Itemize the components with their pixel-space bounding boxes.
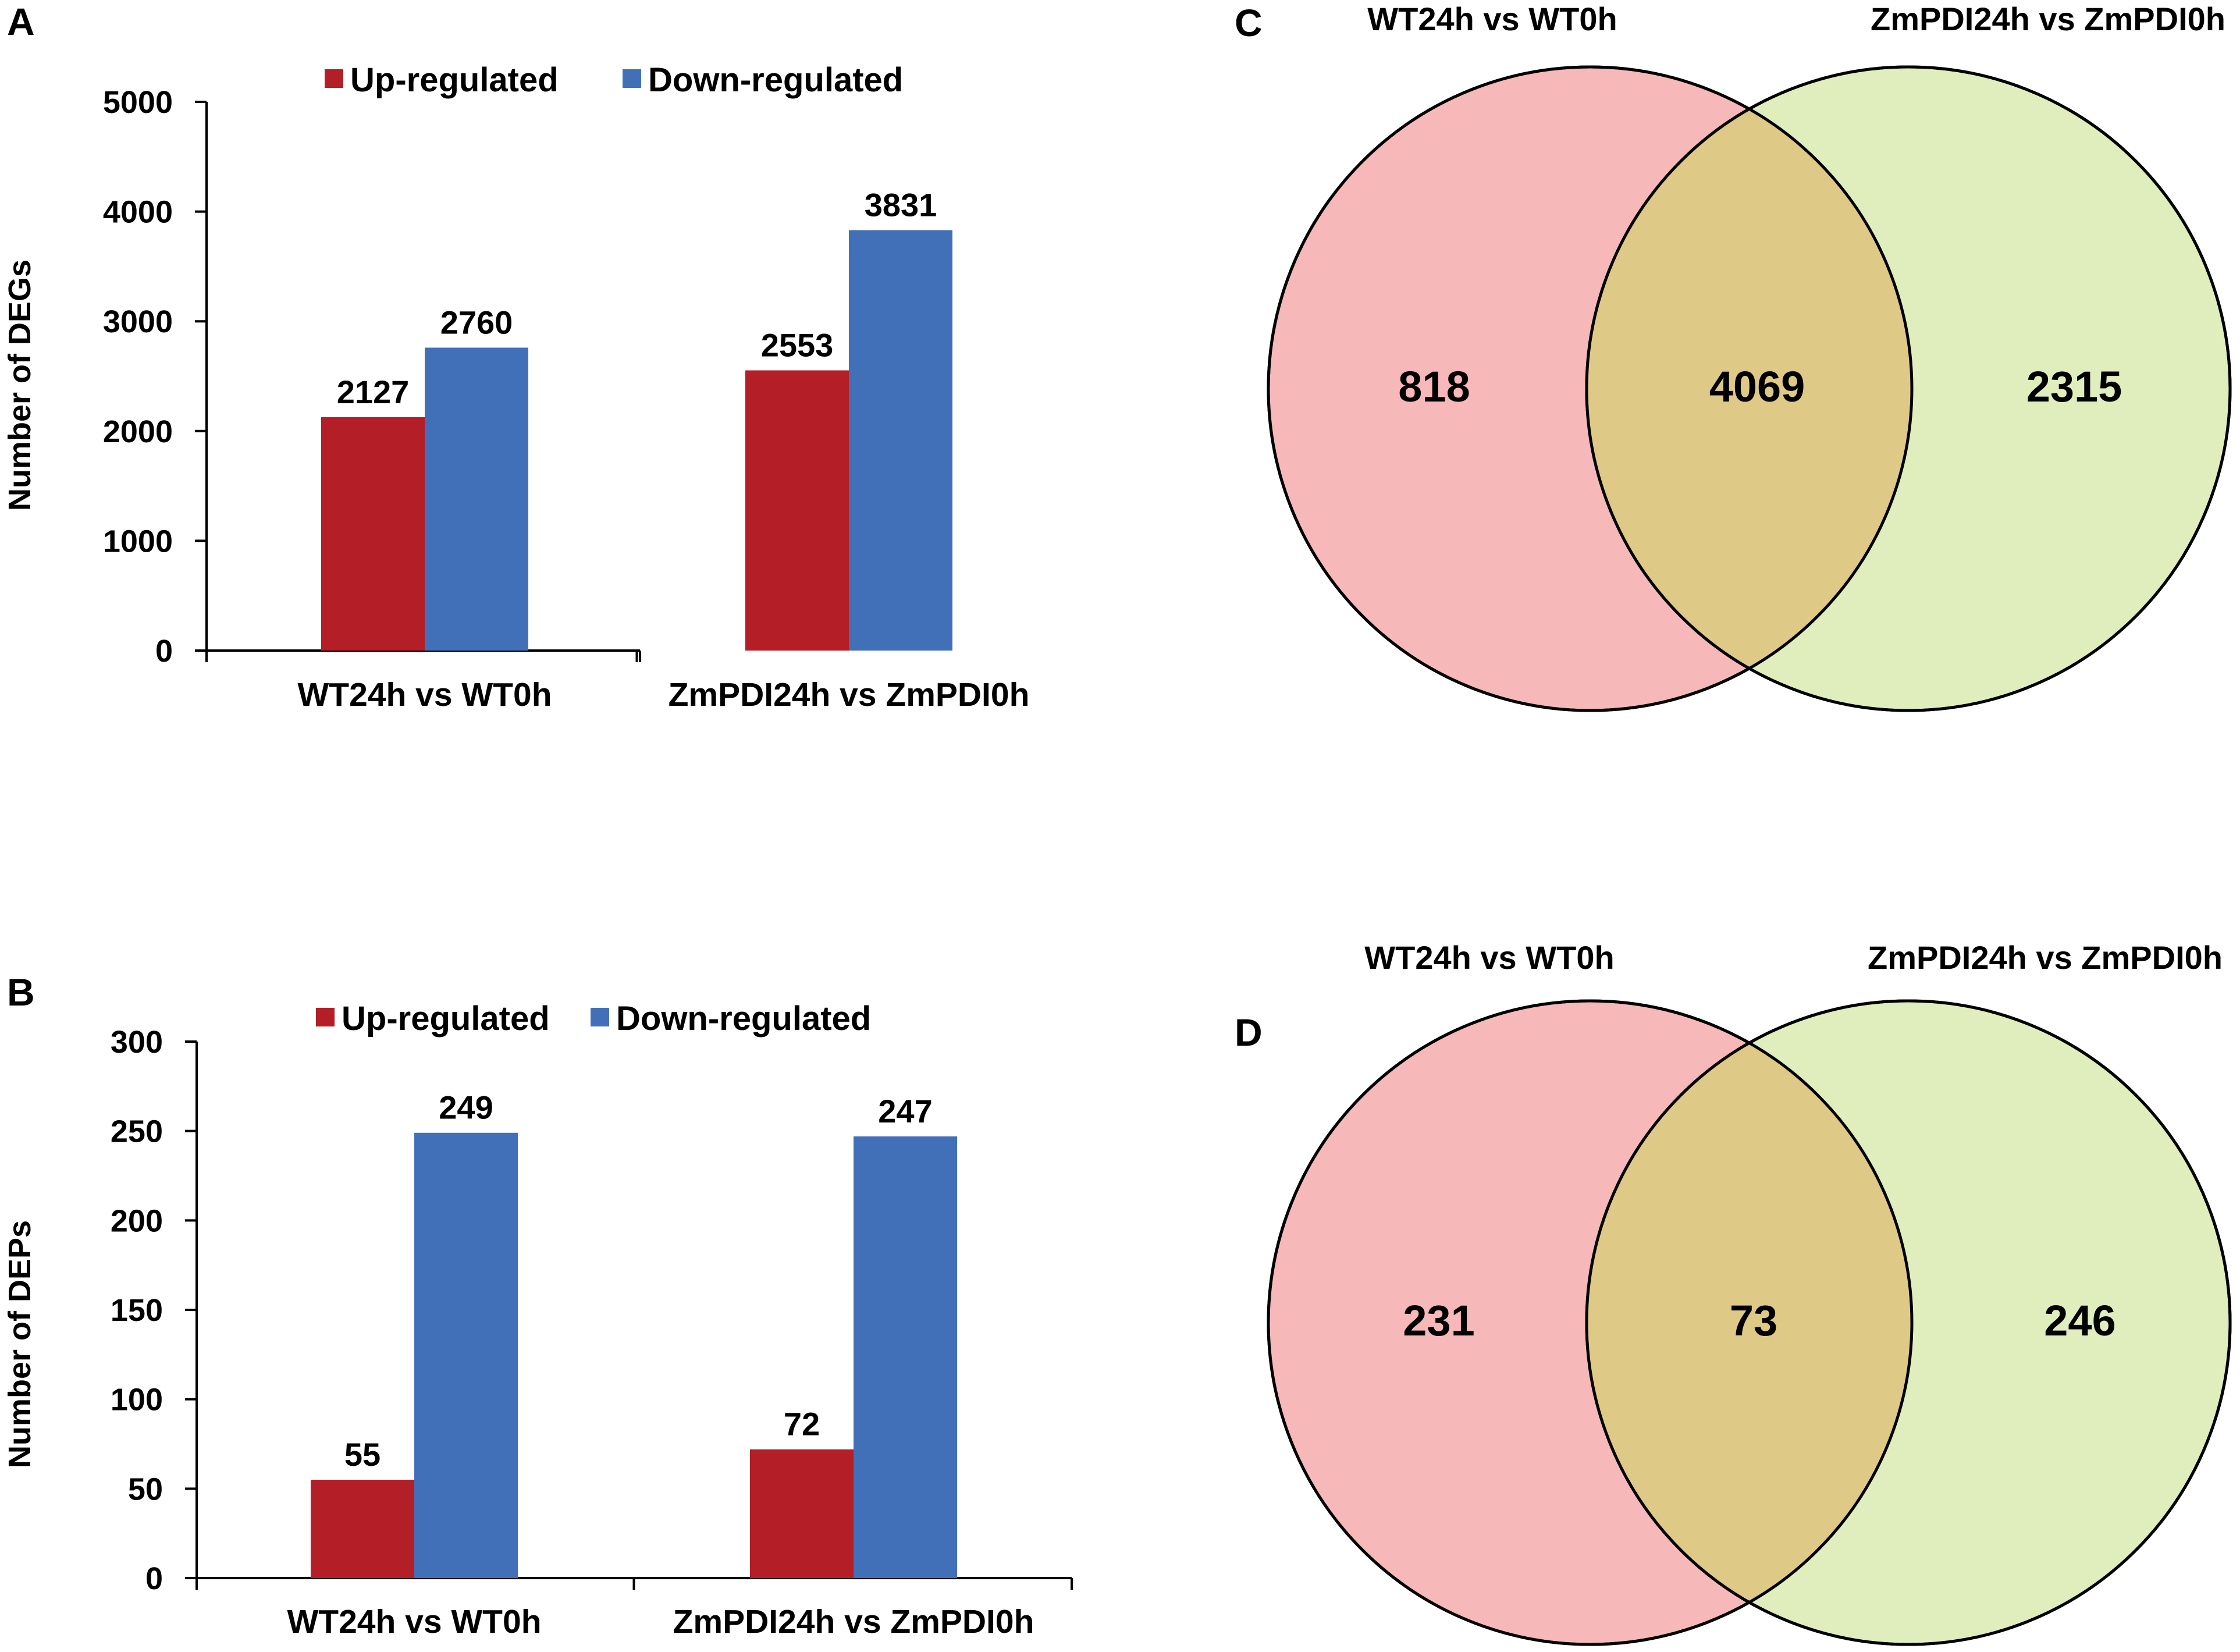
panel-b-bar-chart: B Number of DEPs 0 50 100 150 200 250 300 WT24h… bbox=[2, 971, 1073, 1640]
venn-d-right-outline bbox=[1585, 999, 2232, 1646]
venn-d-only-left-count: 231 bbox=[1403, 1296, 1474, 1345]
panel-a-bar-chart: A Number of DEGs 0 1000 2000 3000 4000 5000 WT… bbox=[2, 0, 1029, 713]
legend-swatch-b bbox=[591, 1008, 609, 1026]
value-label-b: 72 bbox=[784, 1406, 820, 1443]
bar-a-down bbox=[425, 347, 528, 651]
y-axis-label-b: Number of DEPs bbox=[2, 1220, 37, 1468]
y-tick-label-b: 300 bbox=[111, 1025, 163, 1060]
venn-c-right-title: ZmPDI24h vs ZmPDI0h bbox=[1871, 1, 2225, 37]
legend-swatch-b bbox=[316, 1008, 335, 1026]
venn-c-left-outline bbox=[1267, 65, 1914, 712]
panel-letter-a: A bbox=[7, 0, 35, 43]
venn-d-only-right-count: 246 bbox=[2044, 1296, 2115, 1345]
bar-a-up bbox=[745, 370, 849, 651]
panel-letter-b: B bbox=[7, 971, 35, 1014]
value-label-b: 247 bbox=[878, 1093, 932, 1129]
value-label-a: 2127 bbox=[337, 374, 410, 410]
venn-c-only-left-count: 818 bbox=[1398, 363, 1470, 411]
value-label-b: 55 bbox=[344, 1436, 381, 1473]
legend-label-b: Down-regulated bbox=[616, 1000, 871, 1038]
venn-d-overlap-region bbox=[1587, 1001, 1912, 1644]
bar-a-down bbox=[849, 230, 952, 651]
panel-c-venn-diagram: C WT24h vs WT0h ZmPDI24h vs ZmPDI0h 818 … bbox=[1235, 1, 2232, 712]
legend-label-a: Down-regulated bbox=[648, 61, 903, 99]
venn-c-left-title: WT24h vs WT0h bbox=[1367, 1, 1617, 37]
y-tick-label-b: 200 bbox=[111, 1203, 163, 1238]
y-tick-label-b: 250 bbox=[111, 1114, 163, 1149]
panel-letter-d: D bbox=[1235, 1011, 1263, 1054]
y-tick-label-b: 0 bbox=[145, 1561, 163, 1596]
y-tick-label-a: 2000 bbox=[103, 414, 173, 449]
value-label-b: 249 bbox=[439, 1089, 493, 1126]
value-label-a: 2553 bbox=[761, 327, 834, 364]
y-tick-label-a: 1000 bbox=[103, 524, 173, 559]
y-axis-label-a: Number of DEGs bbox=[2, 260, 37, 511]
category-label-b: ZmPDI24h vs ZmPDI0h bbox=[673, 1603, 1034, 1640]
legend-swatch-a bbox=[325, 69, 343, 88]
y-tick-label-a: 3000 bbox=[103, 304, 173, 339]
value-label-a: 3831 bbox=[865, 186, 937, 223]
y-tick-label-b: 150 bbox=[111, 1293, 163, 1328]
y-tick-label-a: 5000 bbox=[103, 85, 173, 120]
bar-b-up bbox=[750, 1449, 854, 1578]
legend-swatch-a bbox=[623, 69, 641, 88]
venn-c-right-outline bbox=[1585, 65, 2232, 712]
category-label-a: WT24h vs WT0h bbox=[297, 676, 552, 713]
y-tick-label-b: 100 bbox=[111, 1383, 163, 1417]
panel-letter-c: C bbox=[1235, 1, 1263, 44]
bar-b-down bbox=[414, 1132, 518, 1578]
bar-b-up bbox=[311, 1479, 414, 1578]
venn-c-only-right-count: 2315 bbox=[2026, 363, 2122, 411]
category-label-a: ZmPDI24h vs ZmPDI0h bbox=[669, 676, 1030, 713]
bar-b-down bbox=[854, 1136, 957, 1578]
value-label-a: 2760 bbox=[440, 304, 513, 340]
y-tick-label-a: 0 bbox=[155, 634, 173, 669]
venn-d-overlap-count: 73 bbox=[1730, 1296, 1777, 1345]
bar-a-up bbox=[321, 417, 425, 651]
y-tick-label-b: 50 bbox=[128, 1472, 163, 1507]
venn-d-left-outline bbox=[1267, 999, 1914, 1646]
y-tick-label-a: 4000 bbox=[103, 195, 173, 230]
category-label-b: WT24h vs WT0h bbox=[287, 1603, 541, 1640]
venn-d-right-title: ZmPDI24h vs ZmPDI0h bbox=[1868, 939, 2223, 976]
venn-d-left-title: WT24h vs WT0h bbox=[1364, 939, 1614, 976]
panel-d-venn-diagram: D WT24h vs WT0h ZmPDI24h vs ZmPDI0h 231 … bbox=[1235, 939, 2232, 1646]
legend-label-b: Up-regulated bbox=[342, 1000, 550, 1038]
legend-label-a: Up-regulated bbox=[350, 61, 559, 99]
venn-c-overlap-region bbox=[1587, 67, 1912, 710]
venn-c-overlap-count: 4069 bbox=[1709, 363, 1805, 411]
